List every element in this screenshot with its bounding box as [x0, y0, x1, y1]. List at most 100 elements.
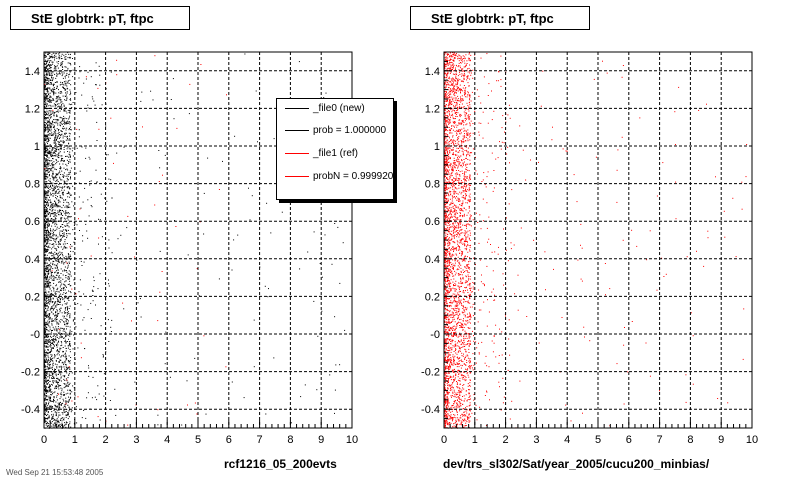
scatter-point: [73, 295, 75, 297]
scatter-point: [84, 187, 86, 189]
scatter-point: [58, 407, 60, 409]
scatter-point: [449, 359, 451, 361]
scatter-point: [47, 340, 49, 342]
scatter-point: [47, 249, 49, 251]
scatter-point: [59, 195, 61, 197]
scatter-point: [458, 164, 460, 166]
scatter-point: [48, 280, 50, 282]
scatter-point: [45, 167, 47, 169]
scatter-point: [61, 230, 63, 232]
scatter-point: [69, 94, 71, 96]
scatter-point: [65, 318, 67, 320]
scatter-point: [448, 260, 450, 262]
scatter-point: [69, 331, 71, 333]
scatter-point: [58, 172, 59, 174]
scatter-point: [44, 389, 46, 390]
scatter-point: [55, 424, 57, 426]
scatter-point: [461, 324, 462, 326]
scatter-point: [60, 219, 62, 221]
scatter-point: [111, 197, 113, 199]
scatter-point: [68, 406, 70, 408]
scatter-point: [64, 229, 66, 231]
scatter-point: [63, 81, 65, 83]
scatter-point: [64, 360, 66, 362]
scatter-point: [44, 280, 46, 282]
scatter-point: [79, 279, 81, 281]
scatter-point: [46, 210, 48, 211]
scatter-point: [66, 271, 68, 273]
scatter-point: [46, 159, 48, 161]
scatter-point: [64, 345, 66, 347]
scatter-point: [452, 184, 454, 186]
x-tick-label: 7: [257, 434, 263, 446]
scatter-point: [64, 206, 66, 208]
scatter-point: [157, 414, 159, 416]
scatter-point: [55, 405, 57, 407]
scatter-point: [49, 300, 50, 302]
scatter-point: [47, 425, 49, 427]
scatter-point: [45, 112, 47, 114]
scatter-point: [62, 127, 64, 129]
scatter-point: [468, 116, 470, 118]
scatter-point: [74, 390, 76, 392]
scatter-point: [47, 300, 49, 301]
scatter-point: [459, 295, 461, 297]
scatter-point: [72, 155, 74, 157]
scatter-point: [50, 187, 52, 189]
scatter-point: [56, 367, 58, 369]
scatter-point: [44, 99, 46, 101]
scatter-point: [69, 341, 71, 343]
scatter-point: [63, 199, 64, 201]
scatter-point: [46, 215, 48, 217]
scatter-point: [62, 270, 64, 272]
scatter-point: [46, 409, 48, 411]
scatter-point: [58, 341, 60, 343]
scatter-point: [53, 94, 55, 96]
scatter-point: [444, 426, 446, 428]
scatter-point: [466, 362, 468, 363]
scatter-point: [53, 287, 55, 289]
scatter-point: [45, 82, 47, 83]
scatter-point: [50, 214, 51, 216]
scatter-point: [44, 369, 46, 371]
scatter-point: [58, 129, 60, 130]
scatter-point: [63, 394, 65, 395]
scatter-point: [47, 83, 49, 85]
scatter-point: [62, 224, 64, 225]
scatter-point: [456, 404, 458, 406]
scatter-point: [52, 172, 54, 174]
scatter-point: [44, 312, 46, 314]
scatter-point: [450, 213, 452, 215]
scatter-point: [59, 286, 61, 288]
scatter-point: [468, 92, 469, 94]
scatter-point: [64, 369, 66, 371]
scatter-point: [64, 422, 66, 424]
scatter-point: [58, 73, 60, 75]
scatter-point: [61, 189, 63, 191]
scatter-point: [51, 207, 53, 209]
scatter-point: [44, 128, 46, 130]
scatter-point: [460, 339, 462, 341]
scatter-point: [47, 417, 49, 419]
scatter-point: [446, 417, 448, 419]
scatter-point: [60, 168, 61, 170]
scatter-point: [49, 420, 51, 422]
scatter-point: [67, 389, 69, 391]
scatter-point: [49, 92, 51, 94]
scatter-point: [58, 414, 60, 416]
scatter-point: [67, 284, 69, 285]
scatter-point: [65, 385, 67, 387]
scatter-point: [58, 332, 60, 334]
scatter-point: [47, 202, 49, 204]
scatter-point: [48, 276, 50, 278]
scatter-point: [49, 316, 51, 318]
scatter-point: [72, 299, 74, 301]
scatter-point: [300, 396, 302, 398]
scatter-point: [63, 160, 65, 162]
scatter-point: [52, 124, 54, 126]
scatter-point: [60, 58, 62, 60]
scatter-point: [46, 159, 48, 161]
scatter-point: [69, 128, 70, 129]
scatter-point: [453, 192, 455, 194]
scatter-point: [450, 108, 452, 110]
